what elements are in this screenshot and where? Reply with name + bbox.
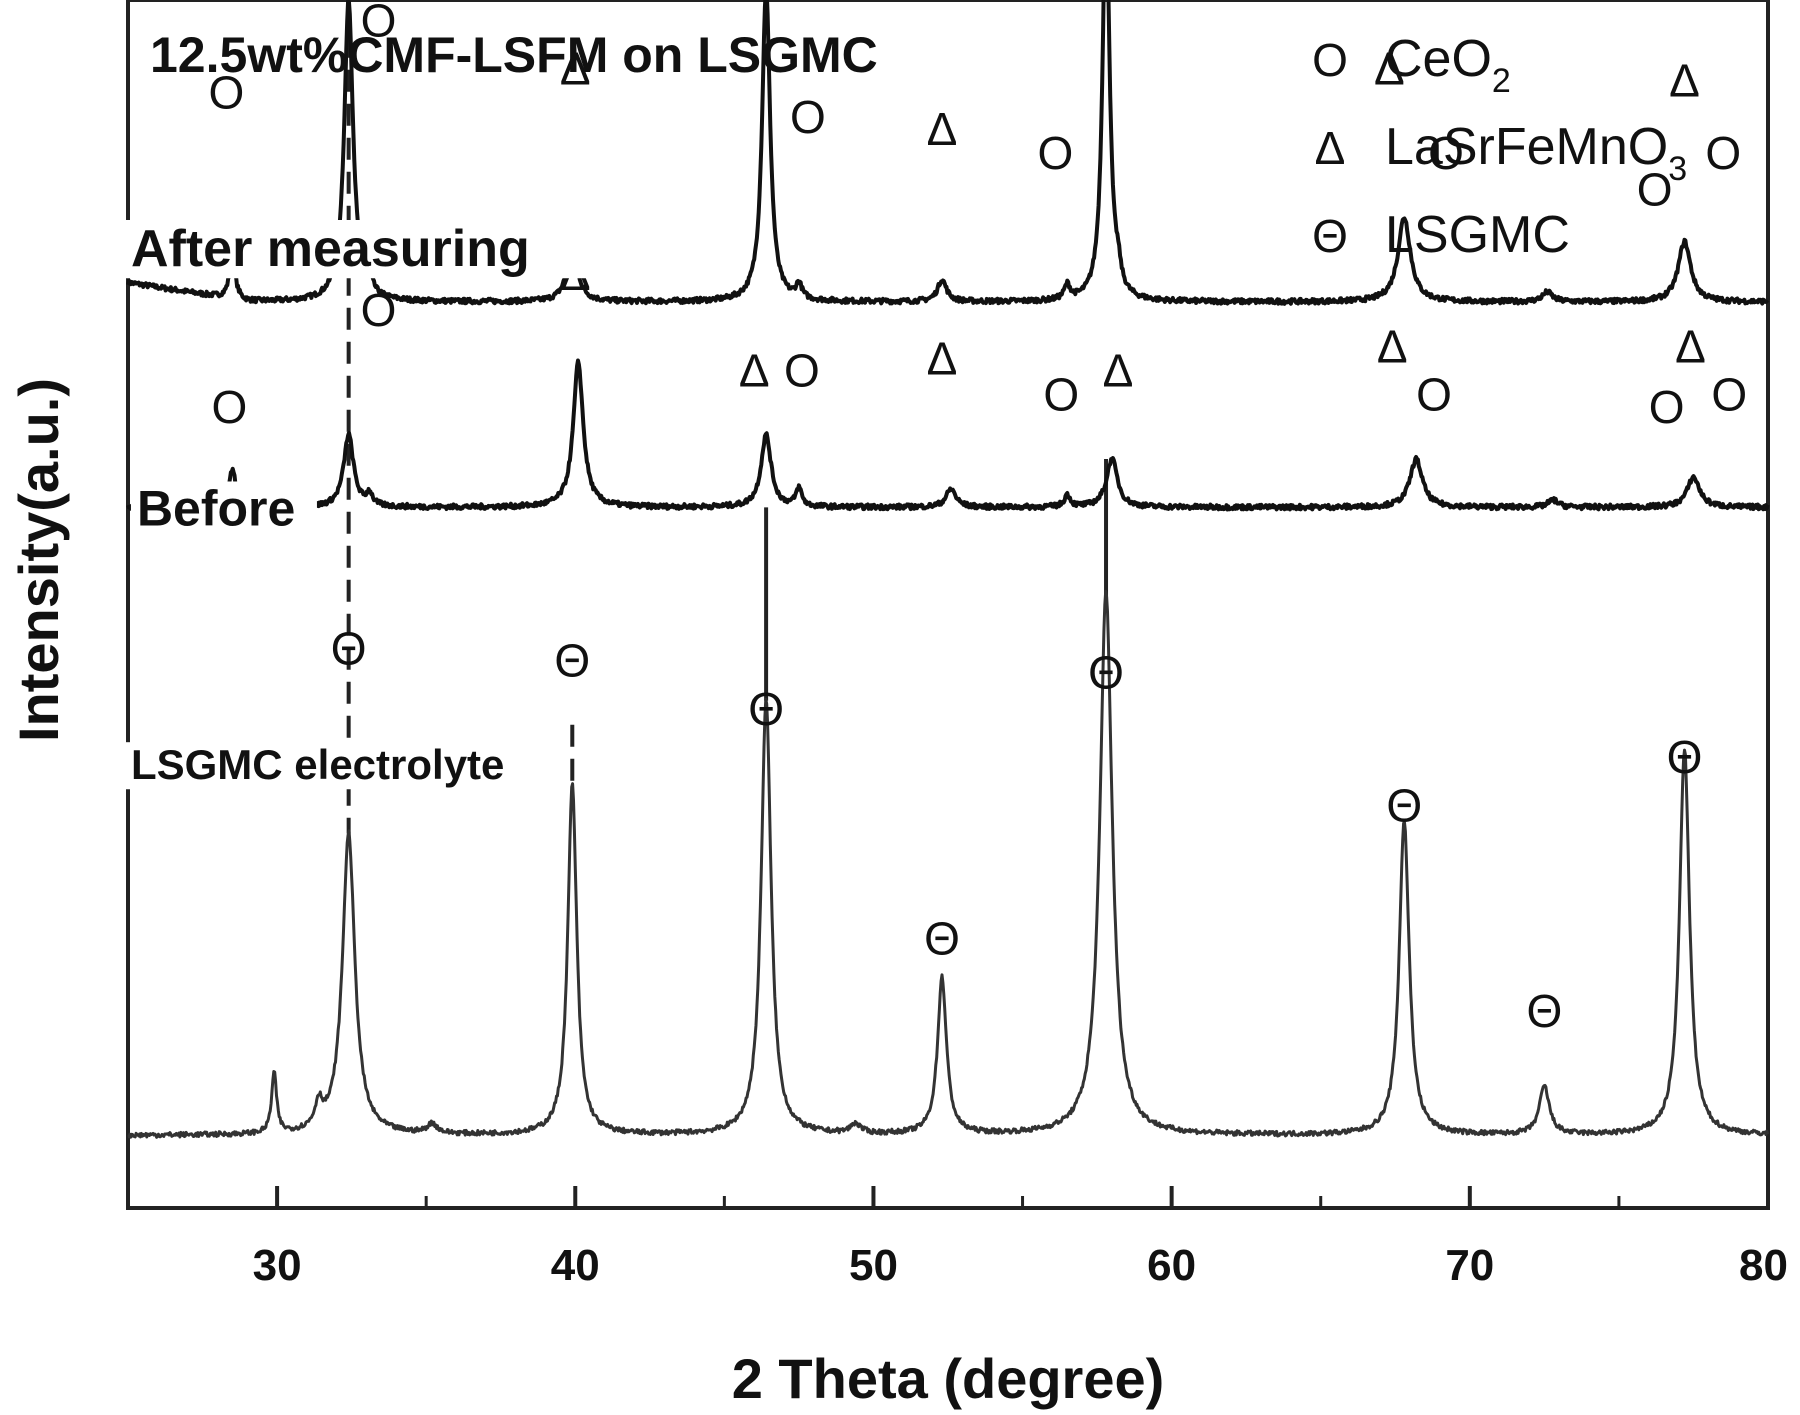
peak-marker: Δ xyxy=(927,103,958,155)
x-tick-label: 80 xyxy=(1739,1241,1788,1290)
sample-label-bg xyxy=(124,742,568,790)
legend-label-text: LaSrFeMnO xyxy=(1385,118,1668,176)
peak-markers: OΔOΔΔOΔOΔΔOOΔOOOΔΔOΔOΔΔOOΔOΘΘΘΘΘΘΘΘ xyxy=(209,0,1748,1037)
legend-label-text: LSGMC xyxy=(1385,206,1570,264)
peak-marker: Δ xyxy=(927,332,958,384)
peak-marker: Θ xyxy=(331,622,367,674)
peak-marker: Δ xyxy=(1374,43,1405,95)
x-tick-label: 30 xyxy=(253,1241,302,1290)
peak-marker: Θ xyxy=(1386,779,1422,831)
trace-lsgmc-electrolyte xyxy=(127,589,1770,1139)
x-axis-ticks: 30 40 50 60 70 80 xyxy=(126,1186,1788,1290)
peak-marker: O xyxy=(209,67,245,119)
peak-marker: Θ xyxy=(1667,731,1703,783)
sample-labels: After measuring Before LSGMC electrolyte xyxy=(124,220,609,790)
sample-label: After measuring xyxy=(131,220,530,278)
peak-marker: Δ xyxy=(739,345,770,397)
peak-marker: O xyxy=(1416,369,1452,421)
peak-marker: O xyxy=(1637,163,1673,215)
peak-marker: Δ xyxy=(1675,320,1706,372)
peak-marker: O xyxy=(1037,127,1073,179)
peak-marker: O xyxy=(1428,127,1464,179)
peak-marker: O xyxy=(1649,381,1685,433)
plot-frame xyxy=(126,0,1770,1210)
peak-marker: Δ xyxy=(560,43,591,95)
legend-symbol: Θ xyxy=(1312,210,1348,262)
legend-label: LaSrFeMnO3 xyxy=(1385,118,1687,188)
peak-marker: Θ xyxy=(1088,647,1124,699)
peak-marker: Δ xyxy=(1377,320,1408,372)
x-axis-title: 2 Theta (degree) xyxy=(732,1347,1165,1410)
traces xyxy=(126,0,1770,1139)
x-tick-label: 50 xyxy=(849,1241,898,1290)
reference-lines xyxy=(346,0,1109,834)
legend-label: CeO2 xyxy=(1385,30,1511,100)
legend-label-text: CeO xyxy=(1385,30,1492,88)
peak-marker: Θ xyxy=(554,634,590,686)
legend-label-subscript: 2 xyxy=(1492,62,1511,100)
peak-marker: O xyxy=(1705,127,1741,179)
chart-title: 12.5wt%CMF-LSFM on LSGMC xyxy=(150,27,878,83)
x-tick-label: 70 xyxy=(1445,1241,1494,1290)
peak-marker: Θ xyxy=(748,683,784,735)
sample-label: Before xyxy=(137,480,295,536)
x-tick-label: 60 xyxy=(1147,1241,1196,1290)
peak-marker: Θ xyxy=(924,912,960,964)
y-axis-title: Intensity(a.u.) xyxy=(7,378,70,742)
legend-label-subscript: 3 xyxy=(1668,150,1687,188)
trace-before xyxy=(126,358,1770,512)
peak-marker: Δ xyxy=(1669,55,1700,107)
sample-label: LSGMC electrolyte xyxy=(131,741,504,788)
legend-label: LSGMC xyxy=(1385,206,1570,264)
peak-marker: O xyxy=(1043,369,1079,421)
peak-marker: O xyxy=(211,381,247,433)
legend-symbol: Δ xyxy=(1315,122,1346,174)
legend-symbol: O xyxy=(1312,34,1348,86)
trace-after-measuring xyxy=(126,0,1770,306)
peak-marker: O xyxy=(1711,369,1747,421)
peak-marker: O xyxy=(361,0,397,46)
peak-marker: O xyxy=(784,345,820,397)
sample-label-bg xyxy=(130,481,317,538)
peak-marker: Δ xyxy=(1103,345,1134,397)
x-tick-label: 40 xyxy=(551,1241,600,1290)
peak-marker: O xyxy=(361,284,397,336)
sample-label-bg xyxy=(124,220,609,279)
peak-marker: Θ xyxy=(1526,985,1562,1037)
peak-marker: O xyxy=(790,91,826,143)
